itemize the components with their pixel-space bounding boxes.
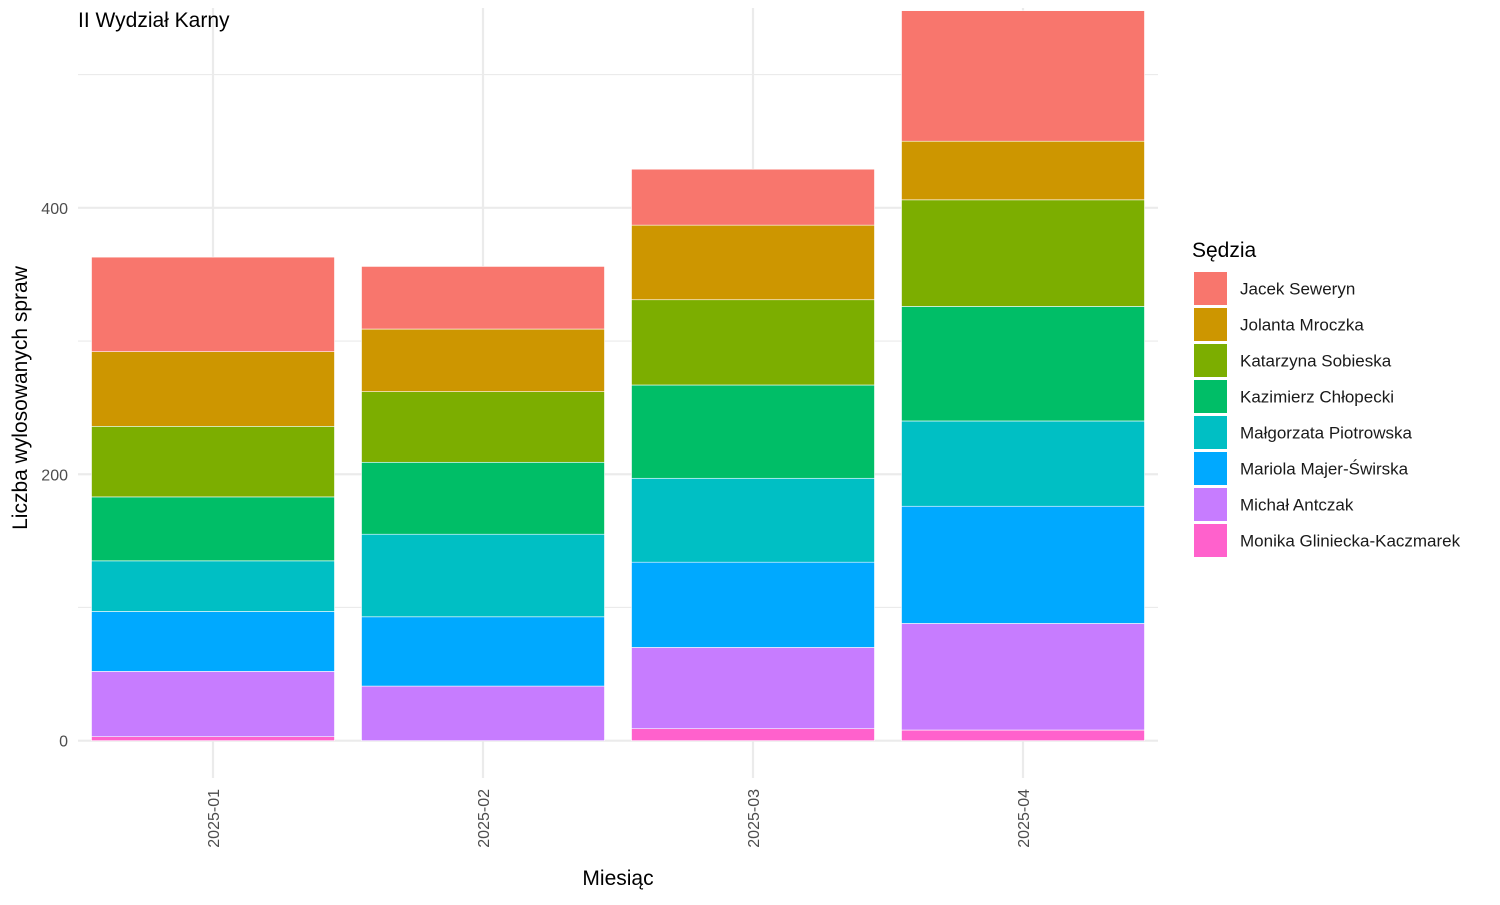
- bar-segment: [631, 224, 875, 301]
- bar-segment: [91, 671, 335, 738]
- bar-segment: [361, 616, 605, 687]
- y-tick-label: 400: [41, 201, 68, 218]
- legend-label: Jolanta Mroczka: [1240, 316, 1364, 335]
- bar-segment: [631, 728, 875, 741]
- bar-segment: [901, 505, 1145, 624]
- x-tick-label: 2025-01: [206, 789, 223, 848]
- bar-segment: [91, 560, 335, 612]
- bar-segment: [631, 384, 875, 479]
- y-axis-ticks: 0 200 400: [41, 201, 68, 751]
- bar-segment: [901, 140, 1145, 201]
- bar-segment: [361, 391, 605, 463]
- bar-segment: [631, 168, 875, 226]
- bar-segment: [361, 533, 605, 618]
- bar-segment: [91, 496, 335, 562]
- legend-key: [1194, 416, 1227, 449]
- legend-label: Monika Gliniecka-Kaczmarek: [1240, 532, 1461, 551]
- legend-label: Michał Antczak: [1240, 496, 1354, 515]
- legend-title: Sędzia: [1192, 239, 1257, 262]
- bar-segment: [631, 477, 875, 563]
- legend-key: [1194, 272, 1227, 305]
- legend-key: [1194, 308, 1227, 341]
- bar-segment: [901, 729, 1145, 741]
- x-tick-label: 2025-03: [746, 789, 763, 848]
- bar-segment: [901, 623, 1145, 731]
- bar-segment: [91, 611, 335, 672]
- legend-label: Jacek Seweryn: [1240, 280, 1355, 299]
- bar-segment: [361, 685, 605, 741]
- bar-segment: [901, 199, 1145, 307]
- bar-segment: [901, 306, 1145, 422]
- bar-segment: [631, 299, 875, 386]
- bar-segment: [361, 328, 605, 392]
- bar-segment: [91, 351, 335, 427]
- legend-key: [1194, 452, 1227, 485]
- bar-segment: [361, 266, 605, 330]
- y-axis-title: Liczba wylosowanych spraw: [9, 265, 32, 530]
- y-tick-label: 200: [41, 467, 68, 484]
- x-axis-ticks: 2025-01 2025-02 2025-03 2025-04: [206, 789, 1033, 848]
- bar-segment: [91, 256, 335, 353]
- bar-segment: [901, 10, 1145, 142]
- bar-segment: [631, 561, 875, 648]
- legend-label: Małgorzata Piotrowska: [1240, 424, 1413, 443]
- legend-label: Katarzyna Sobieska: [1240, 352, 1392, 371]
- legend-items: Jacek Seweryn Jolanta Mroczka Katarzyna So…: [1194, 272, 1461, 557]
- chart-title: II Wydział Karny: [78, 9, 230, 32]
- legend-key: [1194, 488, 1227, 521]
- legend: Sędzia Jacek Seweryn Jolanta Mroczka Katar…: [1192, 239, 1461, 557]
- bar-segment: [901, 420, 1145, 507]
- legend-key: [1194, 524, 1227, 557]
- bar-segment: [91, 426, 335, 498]
- x-tick-label: 2025-04: [1016, 789, 1033, 848]
- y-tick-label: 0: [59, 734, 68, 751]
- legend-label: Kazimierz Chłopecki: [1240, 388, 1394, 407]
- x-tick-label: 2025-02: [476, 789, 493, 848]
- legend-key: [1194, 344, 1227, 377]
- bars: [91, 10, 1145, 741]
- x-axis-title: Miesiąc: [582, 867, 653, 890]
- bar-segment: [91, 736, 335, 741]
- legend-label: Mariola Majer-Świrska: [1240, 460, 1409, 479]
- legend-key: [1194, 380, 1227, 413]
- bar-segment: [361, 461, 605, 535]
- bar-segment: [631, 647, 875, 730]
